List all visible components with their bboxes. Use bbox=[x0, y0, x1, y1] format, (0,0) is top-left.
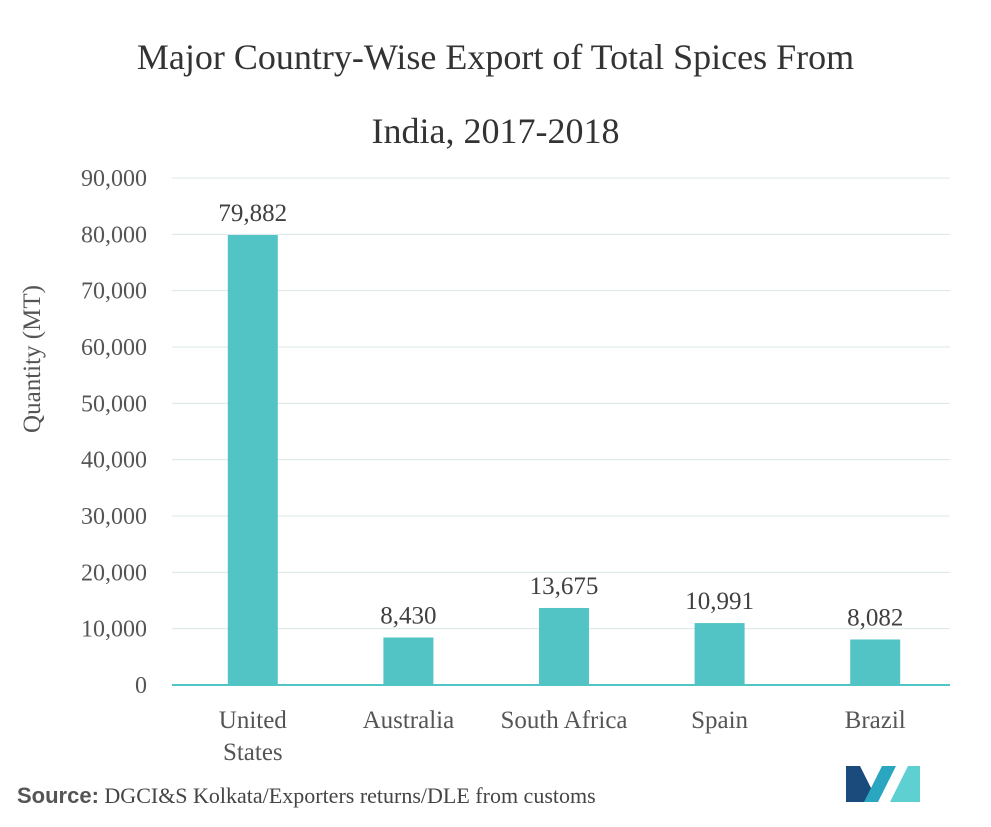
x-tick-label: Australia bbox=[363, 707, 455, 734]
source-label: Source: bbox=[17, 783, 99, 808]
data-label: 8,430 bbox=[380, 603, 436, 630]
y-tick-label: 80,000 bbox=[81, 222, 147, 248]
y-tick-label: 90,000 bbox=[81, 166, 147, 192]
chart-title-line-2: India, 2017-2018 bbox=[371, 111, 620, 151]
chart-title: Major Country-Wise Export of Total Spice… bbox=[0, 20, 991, 168]
x-axis-category-labels: United States Australia South Africa Spain Br… bbox=[219, 707, 906, 766]
bar bbox=[850, 639, 901, 685]
data-label: 8,082 bbox=[847, 604, 903, 631]
logo-shape-middle bbox=[864, 766, 896, 802]
gridlines bbox=[172, 177, 950, 686]
y-tick-label: 10,000 bbox=[81, 617, 147, 643]
x-tick-label: Spain bbox=[691, 707, 748, 734]
bars bbox=[227, 234, 901, 686]
bar bbox=[539, 607, 589, 685]
x-tick-label: Brazil bbox=[845, 707, 906, 734]
data-label: 13,675 bbox=[530, 573, 599, 600]
y-tick-label: 0 bbox=[135, 673, 147, 699]
y-tick-label: 30,000 bbox=[81, 504, 147, 530]
mordor-intelligence-logo-icon bbox=[846, 766, 920, 802]
y-axis-tick-labels: 0 10,000 20,000 30,000 40,000 50,000 60,000 70,… bbox=[81, 166, 147, 699]
y-tick-label: 50,000 bbox=[81, 391, 147, 417]
data-labels: 79,882 8,430 13,675 10,991 8,082 bbox=[218, 200, 903, 631]
y-axis-title: Quantity (MT) bbox=[19, 285, 46, 433]
source-note: Source: DGCI&S Kolkata/Exporters returns… bbox=[17, 783, 596, 809]
source-text: DGCI&S Kolkata/Exporters returns/DLE fro… bbox=[104, 783, 596, 808]
data-label: 79,882 bbox=[218, 200, 287, 227]
y-tick-label: 40,000 bbox=[81, 448, 147, 474]
bar bbox=[383, 637, 434, 685]
bar bbox=[227, 234, 278, 686]
y-tick-label: 70,000 bbox=[81, 279, 147, 305]
data-label: 10,991 bbox=[685, 588, 754, 615]
y-tick-label: 20,000 bbox=[81, 560, 147, 586]
x-tick-label: South Africa bbox=[500, 707, 627, 734]
logo-shape-right bbox=[890, 766, 920, 802]
y-tick-label: 60,000 bbox=[81, 335, 147, 361]
bar bbox=[694, 623, 745, 685]
x-tick-label: United States bbox=[219, 707, 288, 766]
chart-title-line-1: Major Country-Wise Export of Total Spice… bbox=[136, 37, 855, 77]
bar-chart: 0 10,000 20,000 30,000 40,000 50,000 60,000 70,… bbox=[19, 166, 950, 766]
